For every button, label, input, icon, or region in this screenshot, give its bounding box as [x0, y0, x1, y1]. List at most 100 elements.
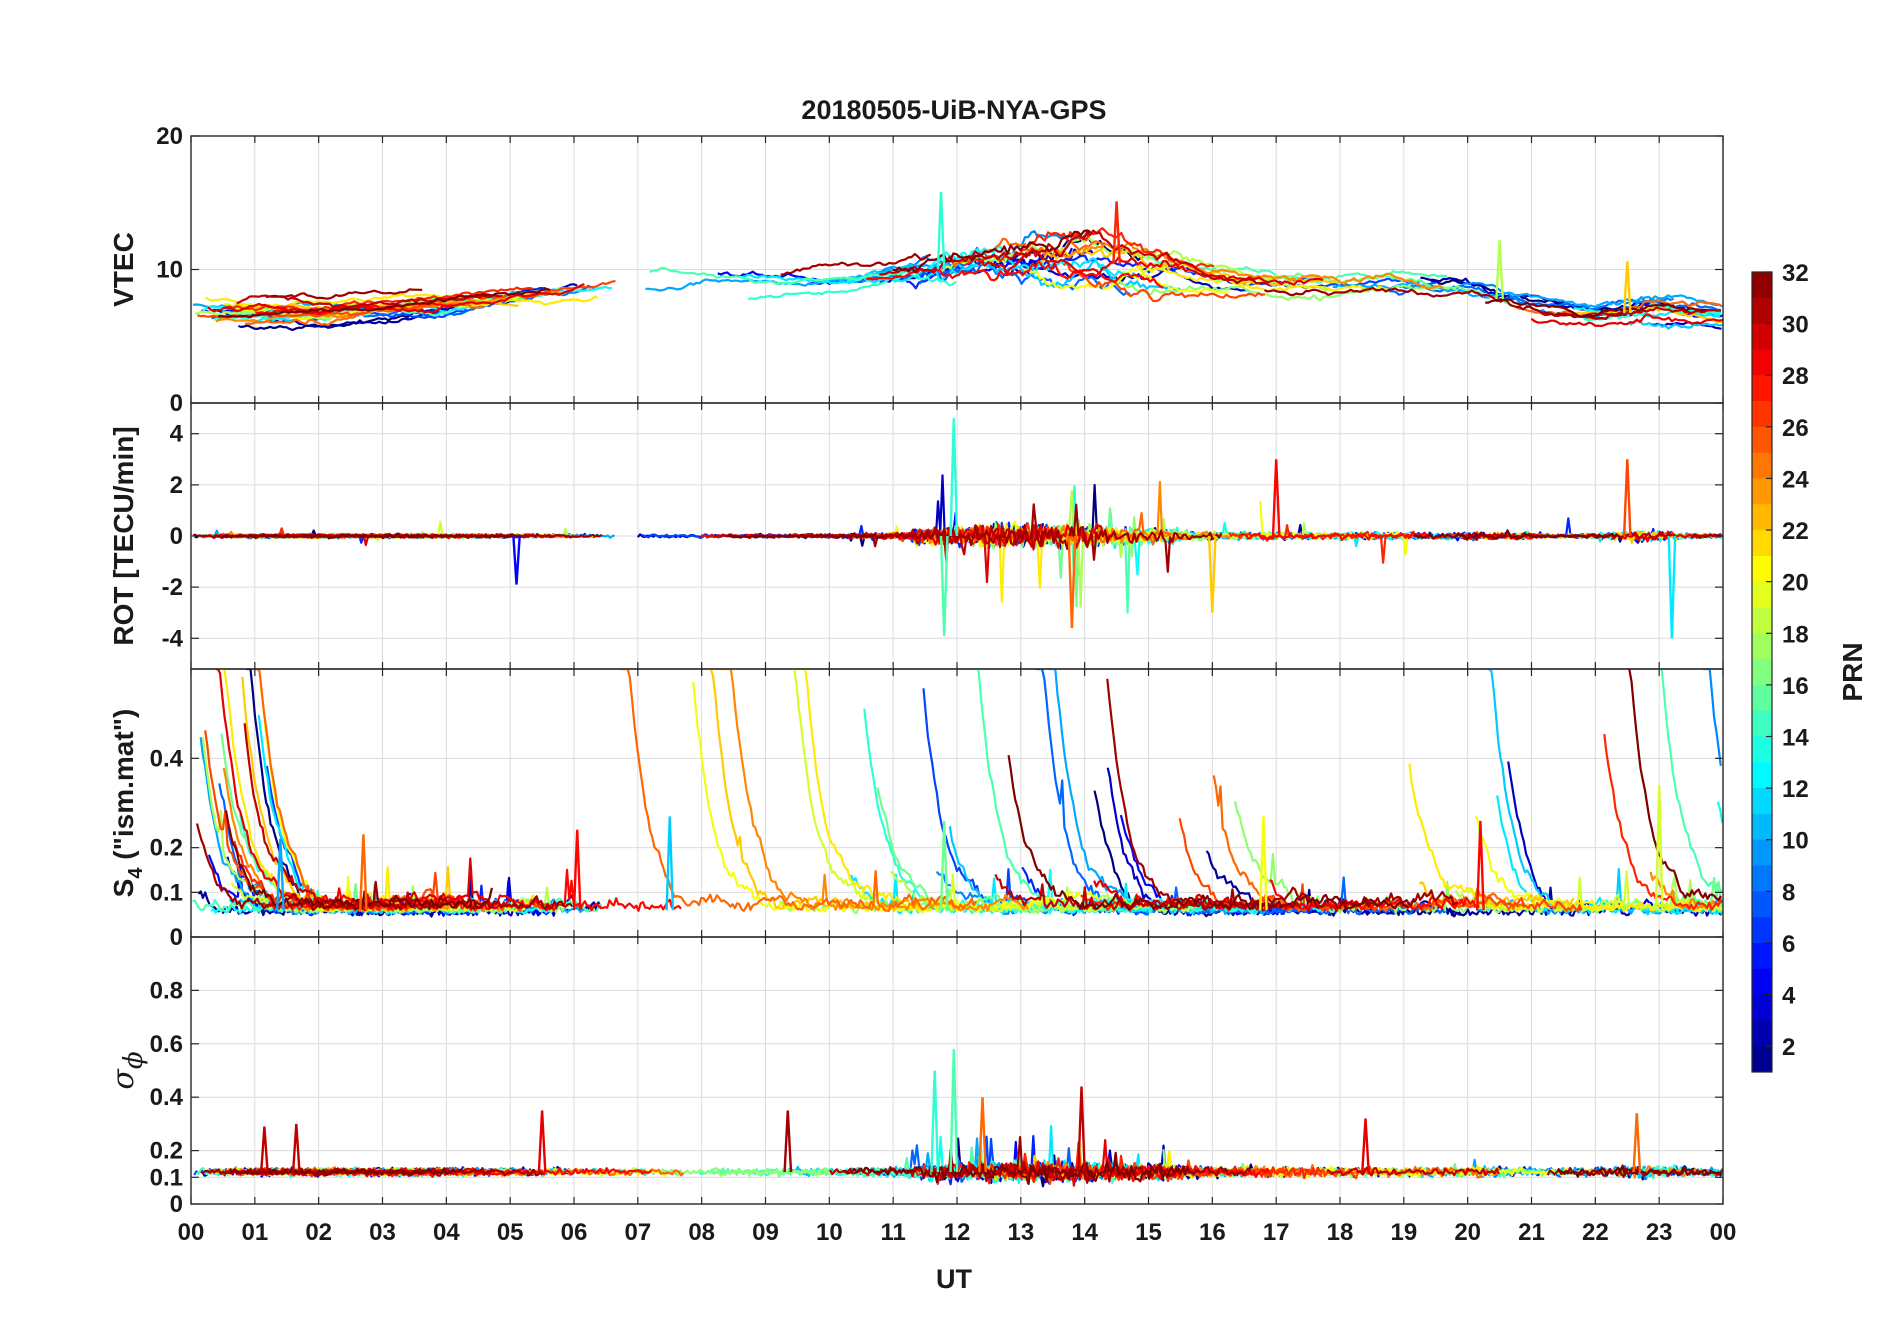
x-tick-label: 07	[624, 1219, 651, 1246]
colorbar-band	[1752, 272, 1772, 299]
peak-marker	[1271, 459, 1281, 537]
y-tick-label: 0.1	[150, 1164, 183, 1191]
x-tick-label: 09	[752, 1219, 779, 1246]
colorbar-tick-label: 18	[1782, 621, 1809, 648]
y-axis-label: ROT [TECU/min]	[108, 426, 139, 645]
trace-prn-27	[233, 840, 477, 912]
y-axis-label: VTEC	[108, 232, 139, 307]
trace-prn-32	[1412, 529, 1623, 541]
y-tick-label: 20	[156, 123, 183, 150]
colorbar-band	[1752, 323, 1772, 350]
trace-prn-8	[1035, 669, 1448, 916]
x-tick-label: 10	[816, 1219, 843, 1246]
colorbar-tick-label: 22	[1782, 518, 1809, 545]
colorbar-band	[1752, 813, 1772, 841]
traces-sigma_phi	[193, 1049, 1723, 1188]
trace-prn-15	[649, 266, 906, 286]
trace-prn-31	[265, 288, 423, 300]
trace-prn-19	[792, 669, 1150, 913]
trace-prn-21	[1135, 263, 1389, 293]
y-tick-label: 10	[156, 257, 183, 284]
trace-prn-31	[825, 503, 1223, 573]
colorbar-band	[1752, 581, 1772, 608]
y-tick-label: 0	[170, 924, 183, 951]
trace-prn-12	[1639, 309, 1721, 318]
peak-marker	[1077, 1086, 1086, 1173]
trace-prn-13	[1128, 521, 1534, 576]
colorbar-frame	[1751, 271, 1773, 1073]
peak-marker	[512, 535, 521, 585]
trace-prn-16	[220, 733, 522, 915]
y-tick-label: 0.2	[150, 835, 183, 862]
colorbar-tick-label: 4	[1782, 983, 1796, 1010]
trace-prn-11	[1629, 319, 1723, 330]
y-tick-label: -2	[162, 574, 183, 601]
colorbar-band	[1752, 504, 1772, 531]
trace-prn-28	[1239, 530, 1432, 541]
x-tick-label: 03	[369, 1219, 396, 1246]
trace-prn-29	[215, 669, 525, 912]
colorbar-tick-label: 28	[1782, 363, 1809, 390]
y-tick-label: 0	[170, 523, 183, 550]
trace-prn-32	[843, 1151, 1199, 1185]
colorbar-band	[1752, 891, 1772, 918]
y-tick-label: 0	[170, 1191, 183, 1218]
colorbar-tick-label: 10	[1782, 828, 1809, 855]
x-tick-label: 05	[497, 1219, 524, 1246]
peak-marker	[276, 838, 285, 911]
colorbar-band	[1752, 736, 1772, 763]
colorbar-band	[1752, 865, 1772, 892]
peak-marker	[939, 535, 949, 636]
trace-prn-29	[1530, 313, 1723, 328]
trace-prn-32	[1485, 298, 1706, 318]
colorbar-band	[1752, 478, 1772, 505]
colorbar-band	[1752, 401, 1772, 428]
colorbar-tick-label: 12	[1782, 776, 1809, 803]
traces-s4	[192, 669, 1723, 918]
trace-prn-24	[1049, 241, 1444, 290]
peak-marker	[665, 816, 675, 911]
colorbar-tick-label: 32	[1782, 260, 1809, 287]
peak-marker	[1667, 535, 1677, 639]
trace-prn-26	[197, 280, 616, 319]
colorbar-band	[1752, 942, 1772, 970]
x-tick-label: 04	[433, 1219, 460, 1246]
colorbar-tick-label: 14	[1782, 725, 1809, 752]
colorbar-band	[1752, 349, 1772, 376]
trace-prn-17	[1108, 279, 1459, 302]
peak-marker	[930, 1070, 940, 1173]
colorbar-band	[1752, 917, 1772, 944]
peak-marker	[978, 1097, 987, 1173]
y-tick-label: 0.1	[150, 879, 183, 906]
x-tick-label: 06	[561, 1219, 588, 1246]
trace-prn-31	[1263, 286, 1626, 320]
x-tick-label: 22	[1582, 1219, 1609, 1246]
colorbar-band	[1752, 684, 1772, 712]
x-axis-label: UT	[936, 1264, 972, 1294]
y-tick-label: 0.8	[150, 977, 183, 1004]
colorbar-band	[1752, 994, 1772, 1021]
trace-prn-32	[218, 287, 551, 319]
y-axis-label: σϕ	[106, 1051, 149, 1089]
colorbar-tick-label: 6	[1782, 931, 1795, 958]
y-tick-label: 0	[170, 390, 183, 417]
trace-prn-3	[1106, 767, 1284, 917]
colorbar-tick-label: 26	[1782, 415, 1809, 442]
peak-marker	[783, 1110, 793, 1173]
trace-prn-16	[876, 787, 1093, 913]
peak-marker	[1622, 459, 1632, 537]
colorbar-band	[1752, 710, 1772, 738]
trace-prn-31	[195, 823, 574, 912]
traces-vtec	[192, 192, 1723, 332]
x-tick-label: 00	[1710, 1219, 1737, 1246]
y-tick-label: -4	[162, 625, 184, 652]
trace-prn-17	[1233, 801, 1515, 914]
colorbar-tick-label: 2	[1782, 1034, 1795, 1061]
trace-prn-7	[922, 688, 1289, 915]
peak-marker	[1259, 816, 1268, 911]
colorbar-band	[1752, 555, 1772, 583]
x-tick-label: 13	[1007, 1219, 1034, 1246]
x-tick-label: 23	[1646, 1219, 1673, 1246]
trace-prn-29	[207, 283, 585, 315]
